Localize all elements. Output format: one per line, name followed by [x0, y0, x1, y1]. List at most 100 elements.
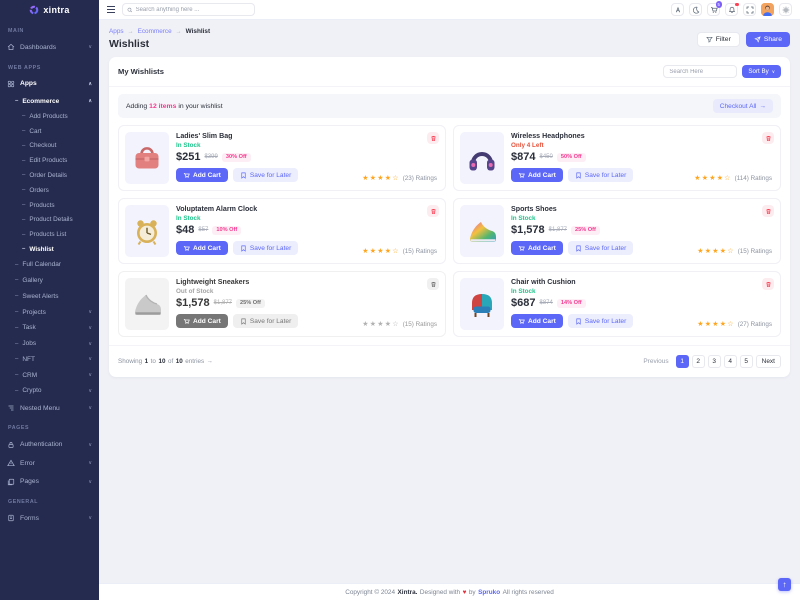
pagination-previous[interactable]: Previous	[643, 358, 669, 365]
add-cart-button[interactable]: Add Cart	[176, 314, 228, 329]
card-title: My Wishlists	[118, 67, 164, 76]
add-cart-button[interactable]: Add Cart	[511, 168, 563, 183]
sidebar-item-label: Pages	[20, 478, 39, 486]
add-cart-button[interactable]: Add Cart	[176, 241, 228, 256]
sidebar-item-full-calendar[interactable]: – Full Calendar	[0, 257, 99, 273]
pagination-page-3[interactable]: 3	[707, 355, 721, 368]
scroll-to-top-button[interactable]: ↑	[778, 578, 791, 591]
breadcrumb-ecommerce[interactable]: Ecommerce	[137, 28, 172, 35]
footer-brand: Xintra.	[397, 588, 418, 596]
save-for-later-button[interactable]: Save for Later	[232, 168, 299, 183]
dark-mode-moon-icon[interactable]	[689, 3, 702, 16]
wishlist-search-input[interactable]	[663, 65, 738, 78]
sidebar-item-product-details[interactable]: – Product Details	[0, 212, 99, 227]
handbag-image	[125, 132, 169, 184]
pagination-page-5[interactable]: 5	[739, 355, 753, 368]
notifications-bell-icon[interactable]	[725, 2, 739, 16]
funnel-icon	[705, 36, 713, 43]
sidebar-item-ecommerce[interactable]: – Ecommerce ∧	[0, 93, 99, 109]
sidebar-item-checkout[interactable]: – Checkout	[0, 139, 99, 154]
sidebar-item-edit-products[interactable]: – Edit Products	[0, 153, 99, 168]
remove-from-wishlist-button[interactable]	[427, 205, 439, 217]
cart-icon[interactable]: 5	[707, 1, 722, 16]
remove-from-wishlist-button[interactable]	[762, 278, 774, 290]
sidebar-item-add-products[interactable]: – Add Products	[0, 109, 99, 124]
sidebar-item-sweet-alerts[interactable]: – Sweet Alerts	[0, 288, 99, 304]
remove-from-wishlist-button[interactable]	[762, 205, 774, 217]
sidebar-item-crypto[interactable]: – Crypto ∨	[0, 383, 99, 399]
sidebar-item-label: Orders	[29, 186, 49, 194]
add-cart-button[interactable]: Add Cart	[511, 241, 563, 256]
chevron-down-icon: ∨	[88, 441, 92, 448]
settings-gear-icon[interactable]	[779, 3, 792, 16]
share-button[interactable]: Share	[745, 31, 790, 47]
pagination-page-1[interactable]: 1	[675, 355, 689, 368]
pagination-next[interactable]: Next	[755, 355, 781, 368]
gray-sneaker-image	[125, 278, 169, 330]
sidebar-item-authentication[interactable]: Authentication ∨	[0, 435, 99, 454]
hamburger-menu-icon[interactable]	[107, 6, 115, 13]
sidebar-item-forms[interactable]: Forms ∨	[0, 509, 99, 528]
checkout-all-button[interactable]: Checkout All →	[712, 99, 773, 113]
add-cart-button[interactable]: Add Cart	[511, 314, 563, 329]
sidebar-item-error[interactable]: Error ∨	[0, 454, 99, 473]
sidebar-item-orders[interactable]: – Orders	[0, 183, 99, 198]
rating-stars: ★★★★☆	[694, 175, 732, 182]
save-for-later-button[interactable]: Save for Later	[567, 314, 634, 329]
breadcrumb-apps[interactable]: Apps	[109, 28, 124, 35]
chevron-down-icon: ∨	[88, 44, 92, 51]
sort-by-button[interactable]: Sort By ∨	[742, 65, 781, 78]
footer-author-link[interactable]: Spruko	[478, 588, 501, 596]
sidebar-item-projects[interactable]: – Projects ∨	[0, 304, 99, 320]
sidebar-item-dashboards[interactable]: Dashboards ∨	[0, 38, 99, 57]
discount-badge: 14% Off	[556, 298, 586, 308]
sidebar-item-jobs[interactable]: – Jobs ∨	[0, 336, 99, 352]
chevron-down-icon: ∨	[88, 324, 92, 331]
remove-from-wishlist-button[interactable]	[427, 132, 439, 144]
product-price: $1,578	[176, 297, 210, 310]
rating-count: (114) Ratings	[734, 174, 772, 182]
chevron-up-icon: ∧	[88, 80, 92, 87]
sidebar-item-wishlist[interactable]: – Wishlist	[0, 242, 99, 257]
add-cart-button[interactable]: Add Cart	[176, 168, 228, 183]
sidebar-item-label: Wishlist	[29, 245, 54, 253]
sidebar-item-label: Edit Products	[29, 157, 68, 165]
sidebar-item-products[interactable]: – Products	[0, 198, 99, 213]
fullscreen-icon[interactable]	[743, 3, 756, 16]
sidebar-item-label: Sweet Alerts	[22, 292, 59, 300]
remove-from-wishlist-button[interactable]	[427, 278, 439, 290]
product-title: Lightweight Sneakers	[176, 278, 250, 286]
save-for-later-button[interactable]: Save for Later	[567, 168, 634, 183]
chevron-up-icon: ∧	[88, 98, 92, 105]
language-icon[interactable]	[671, 3, 684, 16]
sidebar-item-nft[interactable]: – NFT ∨	[0, 351, 99, 367]
user-avatar[interactable]	[761, 3, 774, 16]
sports-shoe-image	[460, 205, 504, 257]
sidebar-item-apps[interactable]: Apps ∧	[0, 75, 99, 94]
sidebar-item-gallery[interactable]: – Gallery	[0, 273, 99, 289]
filter-button[interactable]: Filter	[696, 31, 740, 47]
dash-bullet-icon: –	[22, 231, 26, 238]
pagination-page-2[interactable]: 2	[691, 355, 705, 368]
pagination-page-4[interactable]: 4	[723, 355, 737, 368]
sidebar-item-pages[interactable]: Pages ∨	[0, 473, 99, 492]
save-for-later-button[interactable]: Save for Later	[567, 241, 634, 256]
save-for-later-button[interactable]: Save for Later	[232, 314, 299, 329]
product-actions: Add Cart Save for Later	[511, 314, 634, 329]
notification-dot	[735, 2, 739, 6]
sidebar-item-crm[interactable]: – CRM ∨	[0, 367, 99, 383]
sidebar-item-nested-menu[interactable]: Nested Menu ∨	[0, 399, 99, 418]
save-for-later-button[interactable]: Save for Later	[232, 241, 299, 256]
sidebar-item-order-details[interactable]: – Order Details	[0, 168, 99, 183]
remove-from-wishlist-button[interactable]	[762, 132, 774, 144]
chair-image	[460, 278, 504, 330]
sidebar-item-label: Forms	[20, 514, 39, 522]
lock-icon	[7, 440, 16, 449]
page-footer: Copyright © 2024 Xintra. Designed with ♥…	[99, 583, 800, 600]
sidebar-item-products-list[interactable]: – Products List	[0, 227, 99, 242]
search-input[interactable]	[135, 6, 250, 13]
brand-logo[interactable]: xintra	[0, 0, 99, 20]
sidebar-item-task[interactable]: – Task ∨	[0, 320, 99, 336]
page-header: Apps → Ecommerce → Wishlist Wishlist Fil…	[109, 28, 790, 50]
sidebar-item-cart[interactable]: – Cart	[0, 124, 99, 139]
